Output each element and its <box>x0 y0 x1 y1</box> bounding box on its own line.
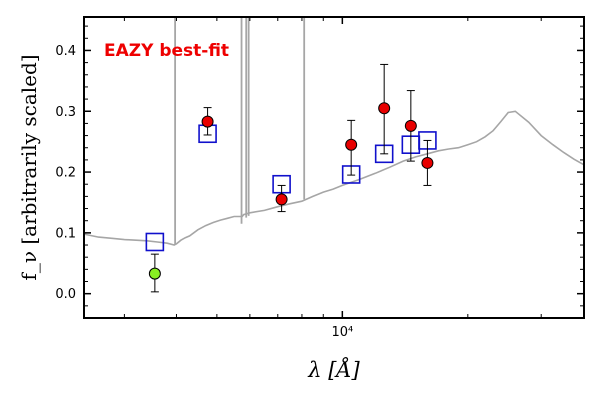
y-tick-label: 0.0 <box>55 287 76 302</box>
observed-flux-point <box>275 193 288 206</box>
axis-ticks: 0.0 0.1 0.2 0.3 0.4 10⁴ <box>55 17 584 340</box>
y-tick-label: 0.4 <box>55 44 76 59</box>
y-axis-label: f_ν [arbitrarily scaled] <box>17 54 41 280</box>
plot-area <box>83 17 585 293</box>
observed-flux-point <box>378 102 391 115</box>
observed-flux-point <box>345 138 358 151</box>
observed-flux-point <box>421 156 434 169</box>
model-flux-box <box>145 232 165 252</box>
observed-flux-point <box>148 267 161 280</box>
template-line <box>83 110 585 246</box>
x-axis-label: λ [Å] <box>307 357 360 382</box>
observed-flux-point <box>201 115 214 128</box>
chart-annotation: EAZY best-fit <box>104 41 229 61</box>
y-tick-label: 0.3 <box>55 105 76 120</box>
y-tick-label: 0.2 <box>55 166 76 181</box>
plot-frame <box>83 16 585 319</box>
observed-flux-point <box>404 119 417 132</box>
y-tick-label: 0.1 <box>55 226 76 241</box>
x-tick-label: 10⁴ <box>331 325 353 340</box>
